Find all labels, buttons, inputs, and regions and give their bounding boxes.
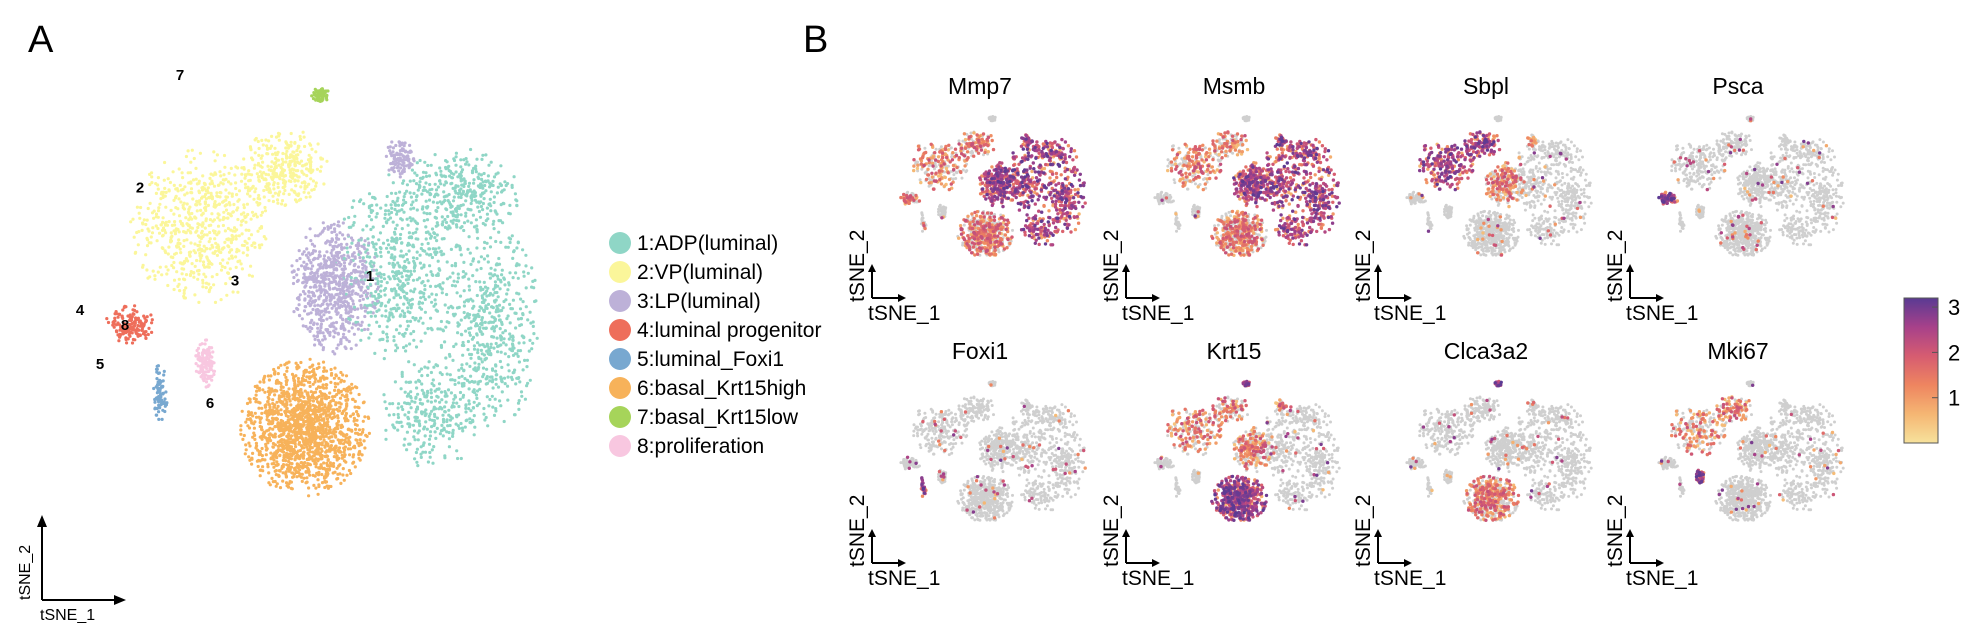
cluster-label-8: 8	[121, 317, 129, 334]
cluster-label-4: 4	[76, 302, 85, 319]
panel-a-ylabel: tSNE_2	[17, 545, 34, 600]
y-axis-label: tSNE_2	[1100, 230, 1123, 302]
cluster-label-3: 3	[231, 273, 239, 290]
x-axis-label: tSNE_1	[1122, 567, 1194, 590]
colorbar-gradient	[1903, 297, 1939, 444]
legend-swatch	[609, 232, 631, 254]
colorbar-tick-label-1: 1	[1948, 386, 1960, 411]
y-axis-label: tSNE_2	[1352, 230, 1375, 302]
cluster-label-2: 2	[136, 180, 144, 197]
legend-item-3: 3:LP(luminal)	[609, 290, 761, 313]
x-axis-label: tSNE_1	[868, 567, 940, 590]
cluster-points	[105, 87, 539, 498]
gene-title: Msmb	[1203, 73, 1266, 99]
legend-item-4: 4:luminal progenitor	[609, 319, 821, 342]
legend-label: 6:basal_Krt15high	[637, 377, 806, 400]
panel-a-tsne: 1 2 3 4 5 6 7 8 tSNE_1 tSNE_2 1:ADP(luminal) 2:V…	[17, 67, 821, 624]
y-axis-label: tSNE_2	[1100, 495, 1123, 567]
gene-title: Krt15	[1207, 338, 1262, 364]
panel-a-xlabel: tSNE_1	[40, 607, 95, 624]
legend-item-6: 6:basal_Krt15high	[609, 377, 806, 400]
legend-label: 8:proliferation	[637, 435, 764, 458]
legend-swatch	[609, 435, 631, 457]
legend-label: 7:basal_Krt15low	[637, 406, 799, 429]
gene-title: Clca3a2	[1444, 338, 1528, 364]
legend-swatch	[609, 261, 631, 283]
y-axis-label: tSNE_2	[1604, 495, 1627, 567]
gene-title: Mki67	[1707, 338, 1768, 364]
gene-title: Foxi1	[952, 338, 1008, 364]
gene-title: Mmp7	[948, 73, 1012, 99]
legend-label: 4:luminal progenitor	[637, 319, 821, 342]
y-axis-label: tSNE_2	[1352, 495, 1375, 567]
y-axis-label: tSNE_2	[846, 230, 869, 302]
y-axis-label: tSNE_2	[846, 495, 869, 567]
legend-swatch	[609, 348, 631, 370]
colorbar-tick-label-3: 3	[1948, 295, 1960, 320]
legend-item-5: 5:luminal_Foxi1	[609, 348, 784, 371]
panel-b-label: B	[803, 19, 828, 61]
legend-item-1: 1:ADP(luminal)	[609, 232, 778, 255]
legend-swatch	[609, 377, 631, 399]
panel-b-feature-plots: Mmp7tSNE_1tSNE_2MsmbtSNE_1tSNE_2SbpltSNE…	[846, 73, 1845, 590]
gene-title: Psca	[1712, 73, 1763, 99]
legend-item-7: 7:basal_Krt15low	[609, 406, 799, 429]
cluster-legend: 1:ADP(luminal) 2:VP(luminal) 3:LP(luminal)…	[609, 232, 821, 458]
cluster-label-7: 7	[176, 67, 184, 84]
legend-item-2: 2:VP(luminal)	[609, 261, 763, 284]
x-axis-label: tSNE_1	[1122, 302, 1194, 325]
legend-label: 3:LP(luminal)	[637, 290, 761, 313]
legend-label: 1:ADP(luminal)	[637, 232, 778, 255]
x-axis-label: tSNE_1	[1374, 302, 1446, 325]
panel-a-label: A	[28, 19, 54, 61]
y-axis-label: tSNE_2	[1604, 230, 1627, 302]
x-axis-label: tSNE_1	[1626, 302, 1698, 325]
legend-item-8: 8:proliferation	[609, 435, 764, 458]
legend-label: 2:VP(luminal)	[637, 261, 763, 284]
panel-a-axes: tSNE_1 tSNE_2	[17, 515, 126, 624]
colorbar-tick-label-2: 2	[1948, 340, 1960, 365]
x-axis-label: tSNE_1	[868, 302, 940, 325]
cluster-label-1: 1	[366, 268, 374, 285]
gene-title: Sbpl	[1463, 73, 1509, 99]
x-axis-label: tSNE_1	[1374, 567, 1446, 590]
legend-swatch	[609, 290, 631, 312]
cluster-label-5: 5	[96, 356, 104, 373]
x-axis-label: tSNE_1	[1626, 567, 1698, 590]
legend-swatch	[609, 406, 631, 428]
legend-swatch	[609, 319, 631, 341]
expression-colorbar: 1 2 3	[1903, 295, 1960, 444]
cluster-number-labels: 1 2 3 4 5 6 7 8	[76, 67, 374, 412]
legend-label: 5:luminal_Foxi1	[637, 348, 784, 371]
cluster-label-6: 6	[206, 395, 214, 412]
